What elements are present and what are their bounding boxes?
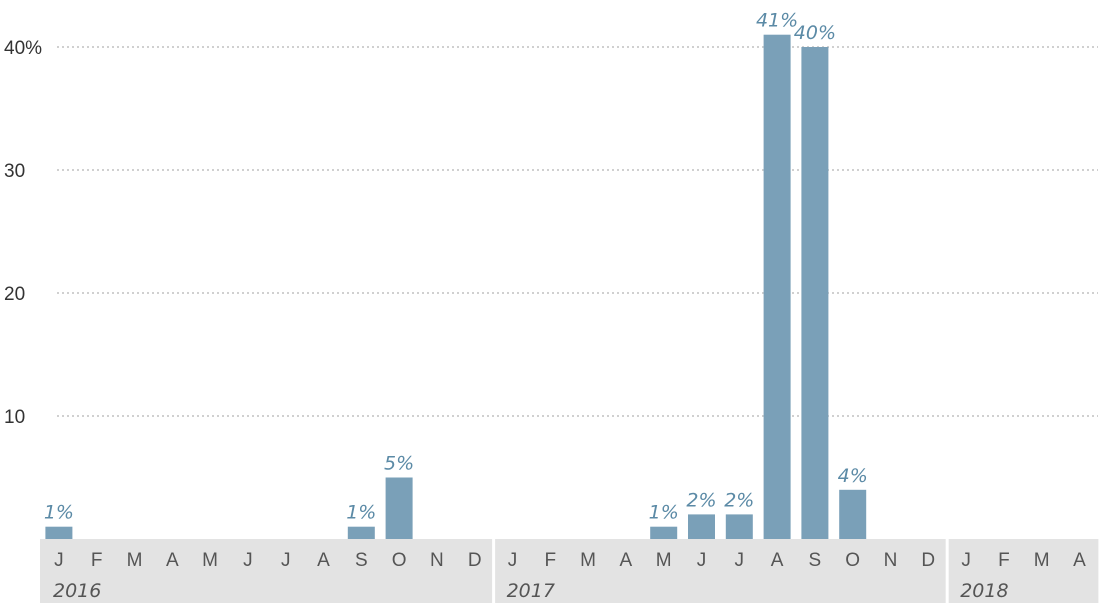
x-tick-label: N [430,550,444,571]
bar [385,477,413,539]
bar [763,34,791,539]
x-tick-label: O [845,550,860,571]
bar-value-label: 5% [384,453,414,475]
year-label: 2016 [53,580,101,602]
x-tick-label: J [697,550,707,571]
bar-value-label: 1% [44,502,74,524]
bar-value-label: 41% [756,10,798,32]
bar [650,526,678,539]
bar-value-label: 1% [649,502,679,524]
bar [801,47,829,539]
x-tick-label: M [127,550,143,571]
x-tick-label: J [508,550,518,571]
bar [688,514,715,539]
x-tick-label: J [735,550,745,571]
x-tick-label: M [580,550,596,571]
bar [347,526,375,539]
x-tick-label: M [656,550,672,571]
x-tick-label: F [998,550,1010,571]
x-tick-label: O [392,550,407,571]
bar-value-labels: 1% 1% 5% 1% 2% 2% 41%40% 4% [44,10,868,524]
x-axis-labels: J F M A M J J A S O N D J F M A M J J A S O N D J F M A 2016 2017 2018 [53,550,1086,602]
x-tick-label: J [281,550,291,571]
x-tick-label: J [961,550,971,571]
x-tick-label: M [1034,550,1050,571]
bar [725,514,753,539]
x-tick-label: A [166,550,179,571]
bar-value-label: 40% [794,22,836,44]
x-tick-label: A [1073,550,1086,571]
bar-value-label: 2% [686,489,716,511]
x-tick-label: J [243,550,253,571]
x-axis-band [40,539,1099,603]
x-tick-label: A [771,550,784,571]
x-tick-label: S [809,550,822,571]
x-tick-label: F [91,550,103,571]
y-tick-label: 40% [4,38,42,59]
bar [45,526,73,539]
year-label: 2017 [507,580,555,602]
x-tick-label: D [921,550,935,571]
x-tick-label: A [620,550,633,571]
x-tick-label: M [202,550,218,571]
year-label: 2018 [960,580,1008,602]
x-tick-label: D [468,550,482,571]
gridlines [57,46,1098,417]
axis-band [40,539,1099,603]
y-axis-labels: 10 20 30 40% [4,38,42,428]
x-tick-label: F [544,550,556,571]
y-tick-label: 10 [4,407,25,428]
y-tick-label: 20 [4,284,25,305]
x-tick-label: S [355,550,368,571]
x-tick-label: A [317,550,330,571]
bar-value-label: 2% [724,489,754,511]
x-tick-label: J [54,550,64,571]
bar-value-label: 1% [346,502,376,524]
y-tick-label: 30 [4,161,25,182]
bars [45,34,867,539]
bar-value-label: 4% [838,465,868,487]
bar [839,489,867,539]
x-tick-label: N [884,550,898,571]
